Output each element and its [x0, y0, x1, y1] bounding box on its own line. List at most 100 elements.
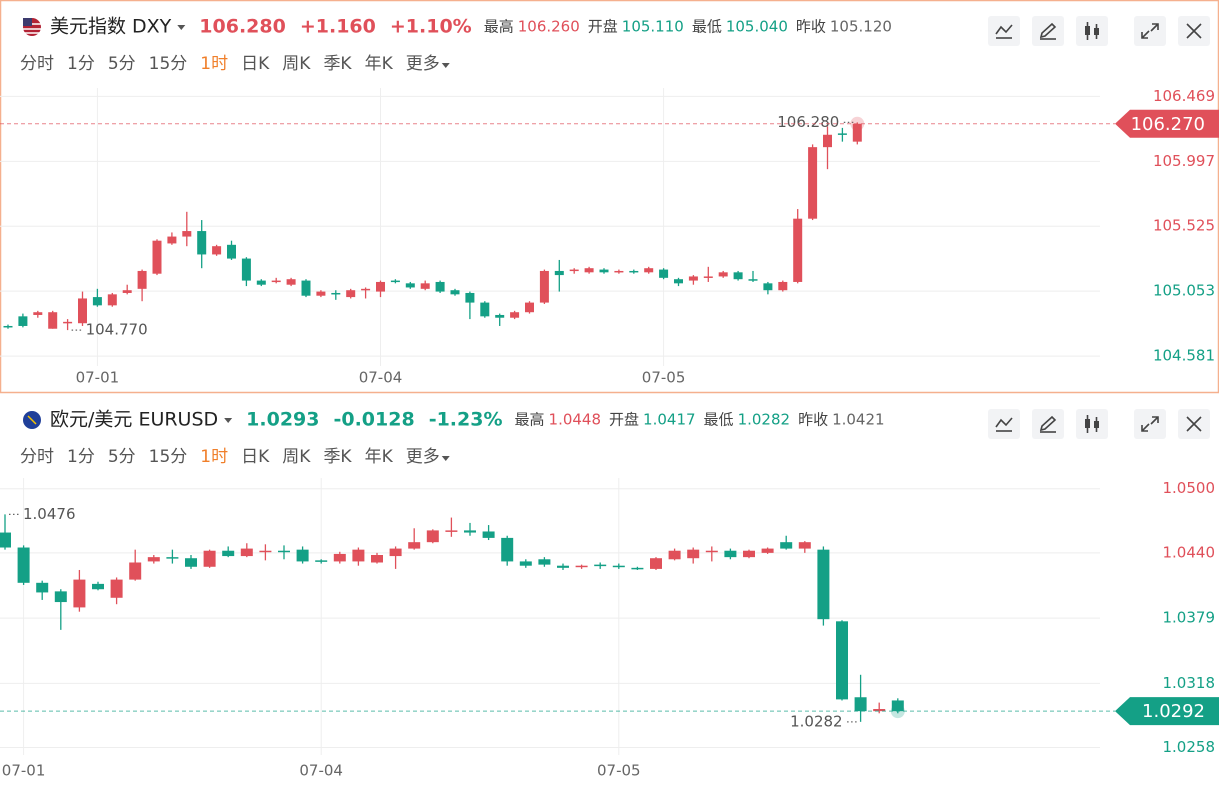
candle-body — [464, 530, 476, 533]
candle-body — [480, 302, 490, 317]
x-tick-label: 07-05 — [642, 369, 686, 387]
candle-body — [705, 550, 718, 553]
period-tab[interactable]: 年K — [365, 447, 394, 467]
instrument-name[interactable]: 美元指数 DXY — [50, 16, 172, 38]
candle-body — [3, 325, 13, 328]
toolbar-button[interactable] — [988, 409, 1020, 439]
candle-body — [668, 550, 681, 560]
toolbar-button[interactable] — [988, 16, 1020, 46]
candle-body — [212, 246, 222, 255]
candle-body — [674, 279, 683, 284]
period-tab[interactable]: 分时 — [20, 54, 54, 74]
period-tab[interactable]: 15分 — [149, 54, 188, 74]
stat-name: 开盘 — [588, 18, 618, 36]
candle-body — [614, 270, 624, 273]
icon — [1141, 416, 1159, 432]
period-tab[interactable]: 分时 — [20, 447, 54, 467]
period-tab[interactable]: 1时 — [200, 54, 228, 74]
candle-body — [331, 292, 341, 295]
candle-body — [631, 567, 644, 570]
candle-body — [688, 276, 698, 281]
stat-name: 昨收 — [798, 411, 828, 429]
dropdown-arrow[interactable] — [177, 25, 186, 30]
stat-value: 1.0417 — [643, 411, 696, 429]
icon — [995, 24, 1013, 35]
toolbar-button[interactable] — [1134, 16, 1166, 46]
more-arrow[interactable] — [441, 456, 450, 461]
candle-body — [599, 269, 609, 273]
candle-body — [687, 549, 700, 559]
period-tab[interactable]: 1时 — [200, 447, 228, 467]
candle-body — [891, 700, 904, 712]
candle-body — [333, 553, 346, 562]
candle-body — [227, 244, 236, 259]
period-tab[interactable]: 周K — [282, 447, 311, 467]
candle-body — [18, 316, 28, 326]
toolbar-button[interactable] — [1178, 16, 1210, 46]
toolbar-button[interactable] — [1032, 409, 1064, 439]
price-change: -0.0128 — [333, 409, 414, 431]
period-tab[interactable]: 日K — [241, 447, 270, 467]
candle-body — [182, 231, 192, 237]
period-tab[interactable]: 季K — [323, 54, 352, 74]
icon — [1186, 416, 1202, 432]
candle-body — [793, 218, 803, 282]
candle-body — [778, 281, 788, 291]
toolbar-button[interactable] — [1134, 409, 1166, 439]
candle-body — [445, 530, 458, 532]
period-tab[interactable]: 更多 — [406, 447, 440, 467]
dropdown-arrow[interactable] — [224, 418, 233, 423]
candle-body — [110, 579, 123, 598]
candle-body — [286, 279, 296, 285]
toolbar-button[interactable] — [1076, 409, 1108, 439]
y-tick-label: 105.525 — [1153, 217, 1215, 235]
instrument-name[interactable]: 欧元/美元 EURUSD — [50, 409, 218, 431]
last-price-label: 106.270 — [1131, 114, 1205, 135]
stat-value: 1.0448 — [549, 411, 602, 429]
period-tab[interactable]: 1分 — [67, 447, 95, 467]
x-tick-label: 07-04 — [359, 369, 403, 387]
toolbar-button[interactable] — [1178, 409, 1210, 439]
button-bg — [1032, 16, 1064, 46]
candle-body — [73, 579, 86, 608]
period-tab[interactable]: 季K — [323, 447, 352, 467]
x-tick-label: 07-01 — [2, 762, 46, 780]
stat-name: 昨收 — [796, 18, 826, 36]
candle-body — [241, 258, 251, 281]
candle-body — [78, 298, 87, 324]
candle-body — [271, 280, 281, 283]
period-tab[interactable]: 1分 — [67, 54, 95, 74]
candle-body — [152, 240, 162, 274]
candle-body — [390, 280, 400, 283]
toolbar-button[interactable] — [1032, 16, 1064, 46]
candle-body — [724, 550, 737, 558]
period-tab[interactable]: 15分 — [149, 447, 188, 467]
period-tab[interactable]: 年K — [365, 54, 394, 74]
candle-body — [594, 564, 607, 567]
period-tab[interactable]: 周K — [282, 54, 311, 74]
stat-value: 1.0282 — [738, 411, 791, 429]
candle-body — [510, 312, 520, 318]
y-tick-label: 105.053 — [1153, 282, 1215, 300]
icon — [1141, 23, 1159, 39]
toolbar-button[interactable] — [1076, 16, 1108, 46]
candle-body — [748, 279, 758, 281]
period-tab[interactable]: 更多 — [406, 54, 440, 74]
last-price: 1.0293 — [246, 409, 319, 431]
period-tab[interactable]: 5分 — [108, 54, 136, 74]
period-tab[interactable]: 日K — [241, 54, 270, 74]
last-price-glow — [850, 116, 865, 131]
candle-body — [259, 550, 272, 553]
last-price: 106.280 — [199, 16, 286, 38]
x-tick-label: 07-04 — [299, 762, 343, 780]
more-arrow[interactable] — [441, 63, 450, 68]
candle-body — [525, 302, 534, 313]
flag — [23, 18, 32, 26]
candle-body — [17, 547, 30, 583]
stat-name: 最低 — [704, 411, 734, 429]
candle-body — [240, 548, 253, 557]
price-change-pct: -1.23% — [429, 409, 503, 431]
period-tab[interactable]: 5分 — [108, 447, 136, 467]
candle-body — [361, 288, 371, 291]
